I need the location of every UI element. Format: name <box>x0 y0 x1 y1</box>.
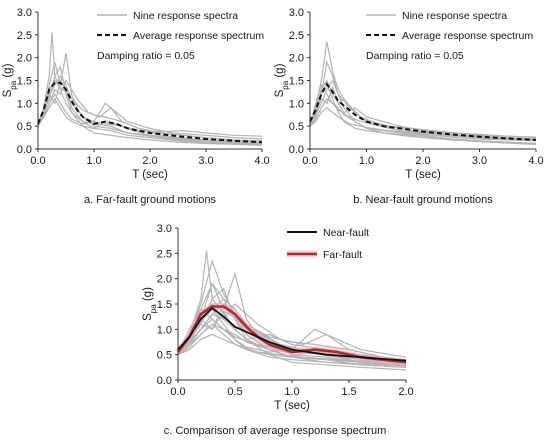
x-tick-label: 2.0 <box>142 155 157 167</box>
x-tick-label: 4.0 <box>528 155 543 167</box>
near-fault-ylabel: Spa (g) <box>274 63 290 97</box>
y-tick-label: 2.5 <box>17 30 32 42</box>
y-tick-label: 3.0 <box>17 7 32 19</box>
y-tick-label: 0.5 <box>17 121 32 133</box>
legend-label-near-fault: Near-fault <box>323 227 369 239</box>
response-spectrum-line <box>37 65 263 145</box>
y-tick-label: 1.5 <box>157 299 172 311</box>
y-tick-label: 2.0 <box>289 53 304 65</box>
response-spectrum-line <box>309 97 537 145</box>
y-tick-label: 0.5 <box>289 121 304 133</box>
comparison-legend: Near-fault Far-fault <box>287 227 369 261</box>
far-fault-average-line <box>37 81 263 144</box>
response-spectrum-line <box>177 333 384 363</box>
chart-comparison: 0.0 0.5 1.0 1.5 2.0 2.5 3.0 0.0 0.5 1.0 1.5 2.0 T (… <box>142 223 414 437</box>
far-fault-ticks: 0.0 0.5 1.0 1.5 2.0 2.5 3.0 0.0 1.0 2.0 3.0 4.0 <box>17 7 270 167</box>
y-tick-label: 0.0 <box>289 144 304 156</box>
response-spectrum-line <box>309 85 537 138</box>
near-fault-caption: b. Near-fault ground motions <box>353 194 493 206</box>
response-spectrum-line <box>37 32 263 143</box>
y-tick-label: 1.0 <box>17 98 32 110</box>
legend-label-spectra: Nine response spectra <box>402 10 507 22</box>
response-spectrum-line <box>309 60 537 140</box>
x-tick-label: 0.0 <box>30 155 45 167</box>
response-spectrum-line <box>177 303 407 366</box>
comparison-caption: c. Comparison of average response spectr… <box>164 425 387 437</box>
response-spectrum-line <box>177 323 407 368</box>
far-fault-caption: a. Far-fault ground motions <box>84 194 217 206</box>
far-fault-average-line <box>176 305 407 364</box>
far-fault-legend: Nine response spectra Average response s… <box>97 10 264 62</box>
near-fault-ticks: 0.0 0.5 1.0 1.5 2.0 2.5 3.0 0.0 1.0 2.0 3.0 4.0 <box>289 7 544 167</box>
chart-far-fault: 0.0 0.5 1.0 1.5 2.0 2.5 3.0 0.0 1.0 2.0 3.0 4.0 T (… <box>2 7 270 206</box>
y-tick-label: 0.5 <box>157 350 172 362</box>
x-tick-label: 1.0 <box>284 386 299 398</box>
y-tick-label: 2.0 <box>157 274 172 286</box>
y-tick-label: 0.0 <box>17 144 32 156</box>
x-tick-label: 2.0 <box>415 155 430 167</box>
comparison-average-lines <box>175 303 407 366</box>
comparison-ylabel: Spa (g) <box>142 287 158 321</box>
response-spectrum-line <box>37 97 263 146</box>
average-spectrum-line <box>37 81 263 144</box>
response-spectrum-line <box>37 79 263 142</box>
y-tick-label: 1.5 <box>17 76 32 88</box>
x-tick-label: 0.0 <box>170 386 185 398</box>
y-tick-label: 2.5 <box>157 248 172 260</box>
near-fault-legend: Nine response spectra Average response s… <box>366 10 533 62</box>
x-tick-label: 3.0 <box>472 155 487 167</box>
far-fault-xlabel: T (sec) <box>132 169 168 181</box>
y-tick-label: 1.0 <box>157 324 172 336</box>
legend-label-average: Average response spectrum <box>133 30 264 42</box>
chart-near-fault: 0.0 0.5 1.0 1.5 2.0 2.5 3.0 0.0 1.0 2.0 3.0 4.0 T (… <box>274 7 544 206</box>
legend-label-far-fault: Far-fault <box>323 249 362 261</box>
average-spectrum-line <box>309 82 537 141</box>
x-tick-label: 1.0 <box>86 155 101 167</box>
y-tick-label: 1.0 <box>289 98 304 110</box>
x-tick-label: 0.0 <box>302 155 317 167</box>
y-tick-label: 2.0 <box>17 53 32 65</box>
y-tick-label: 3.0 <box>289 7 304 19</box>
comparison-ticks: 0.0 0.5 1.0 1.5 2.0 2.5 3.0 0.0 0.5 1.0 1.5 2.0 <box>157 223 414 398</box>
response-spectrum-line <box>309 79 537 142</box>
x-tick-label: 0.5 <box>227 386 242 398</box>
legend-label-average: Average response spectrum <box>402 30 533 42</box>
damping-annotation: Damping ratio = 0.05 <box>97 50 195 62</box>
comparison-xlabel: T (sec) <box>274 400 310 412</box>
x-tick-label: 4.0 <box>254 155 269 167</box>
y-tick-label: 1.5 <box>289 76 304 88</box>
x-tick-label: 3.0 <box>198 155 213 167</box>
near-fault-xlabel: T (sec) <box>405 169 441 181</box>
y-tick-label: 3.0 <box>157 223 172 235</box>
response-spectrum-line <box>37 74 263 145</box>
x-tick-label: 1.0 <box>359 155 374 167</box>
far-fault-ylabel: Spa (g) <box>2 63 18 97</box>
x-tick-label: 1.5 <box>341 386 356 398</box>
legend-label-spectra: Nine response spectra <box>133 10 238 22</box>
y-tick-label: 0.0 <box>157 375 172 387</box>
near-fault-average-line <box>309 82 537 141</box>
response-spectrum-line <box>309 107 537 142</box>
near-fault-average-line <box>177 307 407 362</box>
damping-annotation: Damping ratio = 0.05 <box>366 50 464 62</box>
x-tick-label: 2.0 <box>398 386 413 398</box>
y-tick-label: 2.5 <box>289 30 304 42</box>
